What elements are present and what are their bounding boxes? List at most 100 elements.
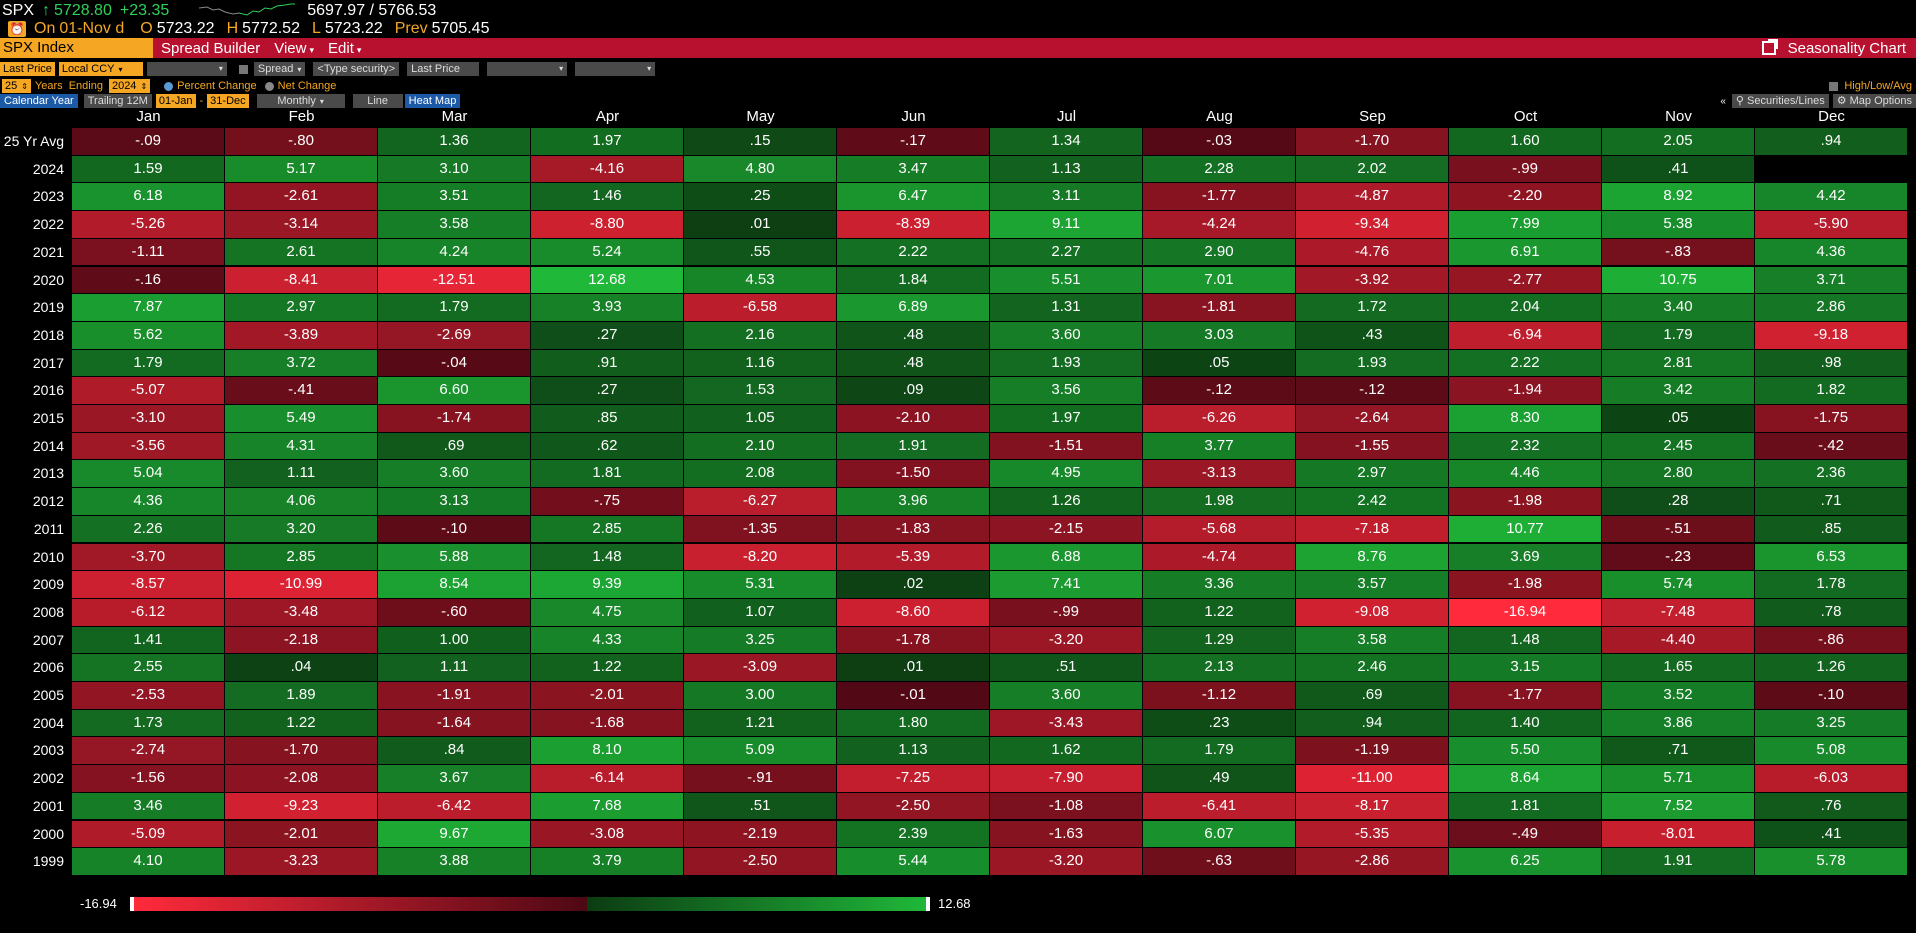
heatmap-cell[interactable]: -8.17: [1296, 792, 1449, 821]
heatmap-cell[interactable]: 6.88: [990, 543, 1143, 572]
heatmap-cell[interactable]: -4.24: [1143, 211, 1296, 239]
heatmap-cell[interactable]: -2.50: [684, 848, 837, 876]
heatmap-cell[interactable]: 1.91: [1602, 848, 1755, 876]
heatmap-cell[interactable]: .69: [1296, 682, 1449, 710]
heatmap-cell[interactable]: 1.48: [1449, 626, 1602, 655]
heatmap-cell[interactable]: 7.99: [1449, 211, 1602, 239]
heatmap-cell[interactable]: 3.56: [990, 377, 1143, 405]
heatmap-cell[interactable]: 6.60: [378, 377, 531, 405]
heatmap-cell[interactable]: 1.31: [990, 294, 1143, 322]
heatmap-cell[interactable]: .48: [837, 349, 990, 378]
heatmap-cell[interactable]: 2.02: [1296, 155, 1449, 184]
heatmap-cell[interactable]: -9.18: [1755, 321, 1908, 350]
heatmap-cell[interactable]: 3.60: [378, 460, 531, 489]
heatmap-cell[interactable]: 1.98: [1143, 488, 1296, 516]
heatmap-cell[interactable]: -2.64: [1296, 405, 1449, 433]
heatmap-cell[interactable]: 1.91: [837, 432, 990, 461]
heatmap-cell[interactable]: -6.26: [1143, 405, 1296, 433]
heatmap-cell[interactable]: 1.73: [72, 709, 225, 738]
heatmap-cell[interactable]: -12.51: [378, 266, 531, 295]
heatmap-cell[interactable]: 1.36: [378, 128, 531, 156]
heatmap-cell[interactable]: -9.23: [225, 792, 378, 821]
heatmap-cell[interactable]: .62: [531, 432, 684, 461]
heatmap-cell[interactable]: 1.07: [684, 598, 837, 627]
spread-builder-menu[interactable]: Spread Builder: [161, 40, 260, 57]
heatmap-cell[interactable]: 1.21: [684, 709, 837, 738]
heatmap-cell[interactable]: 3.88: [378, 848, 531, 876]
heatmap-cell[interactable]: -4.76: [1296, 238, 1449, 267]
heatmap-cell[interactable]: -8.20: [684, 543, 837, 572]
heatmap-cell[interactable]: -3.09: [684, 654, 837, 682]
heatmap-cell[interactable]: 2.32: [1449, 432, 1602, 461]
heatmap-cell[interactable]: 3.86: [1602, 709, 1755, 738]
heatmap-cell[interactable]: -3.92: [1296, 266, 1449, 295]
heatmap-cell[interactable]: -.16: [72, 266, 225, 295]
heatmap-cell[interactable]: -1.12: [1143, 682, 1296, 710]
heatmap-cell[interactable]: -2.18: [225, 626, 378, 655]
heatmap-cell[interactable]: -.86: [1755, 626, 1908, 655]
heatmap-cell[interactable]: .05: [1143, 349, 1296, 378]
heatmap-cell[interactable]: 9.39: [531, 571, 684, 599]
heatmap-cell[interactable]: .98: [1755, 349, 1908, 378]
heatmap-cell[interactable]: 1.40: [1449, 709, 1602, 738]
heatmap-cell[interactable]: -1.98: [1449, 488, 1602, 516]
alert-bell-icon[interactable]: ⏰: [8, 21, 26, 37]
heatmap-cell[interactable]: 3.51: [378, 183, 531, 212]
heatmap-cell[interactable]: 3.77: [1143, 432, 1296, 461]
heatmap-cell[interactable]: 1.59: [72, 155, 225, 184]
heatmap-cell[interactable]: 2.42: [1296, 488, 1449, 516]
heatmap-cell[interactable]: 2.13: [1143, 654, 1296, 682]
heatmap-cell[interactable]: 7.41: [990, 571, 1143, 599]
heatmap-cell[interactable]: 1.22: [1143, 598, 1296, 627]
heatmap-cell[interactable]: -7.48: [1602, 598, 1755, 627]
heatmap-cell[interactable]: 8.92: [1602, 183, 1755, 212]
heatmap-cell[interactable]: 5.50: [1449, 737, 1602, 766]
heatmap-cell[interactable]: 1.41: [72, 626, 225, 655]
calendar-year-toggle[interactable]: Calendar Year: [0, 94, 78, 108]
heatmap-cell[interactable]: 2.97: [1296, 460, 1449, 489]
heatmap-cell[interactable]: 1.16: [684, 349, 837, 378]
heatmap-cell[interactable]: -1.75: [1755, 405, 1908, 433]
heatmap-cell[interactable]: 1.29: [1143, 626, 1296, 655]
heatmap-cell[interactable]: 4.53: [684, 266, 837, 295]
heatmap-cell[interactable]: 3.00: [684, 682, 837, 710]
heatmap-cell[interactable]: -.12: [1143, 377, 1296, 405]
heatmap-cell[interactable]: 5.31: [684, 571, 837, 599]
heatmap-cell[interactable]: 2.85: [531, 515, 684, 544]
heatmap-cell[interactable]: -1.63: [990, 820, 1143, 849]
heatmap-cell[interactable]: 3.58: [378, 211, 531, 239]
heatmap-cell[interactable]: 3.72: [225, 349, 378, 378]
heatmap-cell[interactable]: 1.89: [225, 682, 378, 710]
heat-map-tab[interactable]: Heat Map: [404, 94, 461, 108]
heatmap-cell[interactable]: -3.10: [72, 405, 225, 433]
heatmap-cell[interactable]: 6.53: [1755, 543, 1908, 572]
heatmap-cell[interactable]: 5.88: [378, 543, 531, 572]
heatmap-cell[interactable]: -.10: [378, 515, 531, 544]
heatmap-cell[interactable]: .84: [378, 737, 531, 766]
heatmap-cell[interactable]: 4.36: [1755, 238, 1908, 267]
heatmap-cell[interactable]: -3.48: [225, 598, 378, 627]
heatmap-cell[interactable]: -2.86: [1296, 848, 1449, 876]
heatmap-cell[interactable]: 2.26: [72, 515, 225, 544]
heatmap-cell[interactable]: 2.80: [1602, 460, 1755, 489]
heatmap-cell[interactable]: 2.22: [837, 238, 990, 267]
heatmap-cell[interactable]: -4.74: [1143, 543, 1296, 572]
heatmap-cell[interactable]: -3.14: [225, 211, 378, 239]
heatmap-cell[interactable]: -.91: [684, 765, 837, 793]
view-menu[interactable]: View ▾: [274, 40, 314, 57]
heatmap-cell[interactable]: 4.06: [225, 488, 378, 516]
heatmap-cell[interactable]: 7.52: [1602, 792, 1755, 821]
securities-lines-button[interactable]: ⚲ Securities/Lines: [1731, 94, 1829, 108]
spread-select[interactable]: Spread ▾: [253, 62, 306, 76]
heatmap-cell[interactable]: 1.97: [990, 405, 1143, 433]
heatmap-cell[interactable]: 1.79: [1602, 321, 1755, 350]
heatmap-cell[interactable]: 5.09: [684, 737, 837, 766]
heatmap-cell[interactable]: -8.60: [837, 598, 990, 627]
heatmap-cell[interactable]: -5.26: [72, 211, 225, 239]
heatmap-cell[interactable]: 5.38: [1602, 211, 1755, 239]
heatmap-cell[interactable]: .41: [1602, 155, 1755, 184]
heatmap-cell[interactable]: 3.13: [378, 488, 531, 516]
high-low-avg-checkbox[interactable]: [1829, 81, 1839, 91]
heatmap-cell[interactable]: -5.68: [1143, 515, 1296, 544]
heatmap-cell[interactable]: -3.89: [225, 321, 378, 350]
